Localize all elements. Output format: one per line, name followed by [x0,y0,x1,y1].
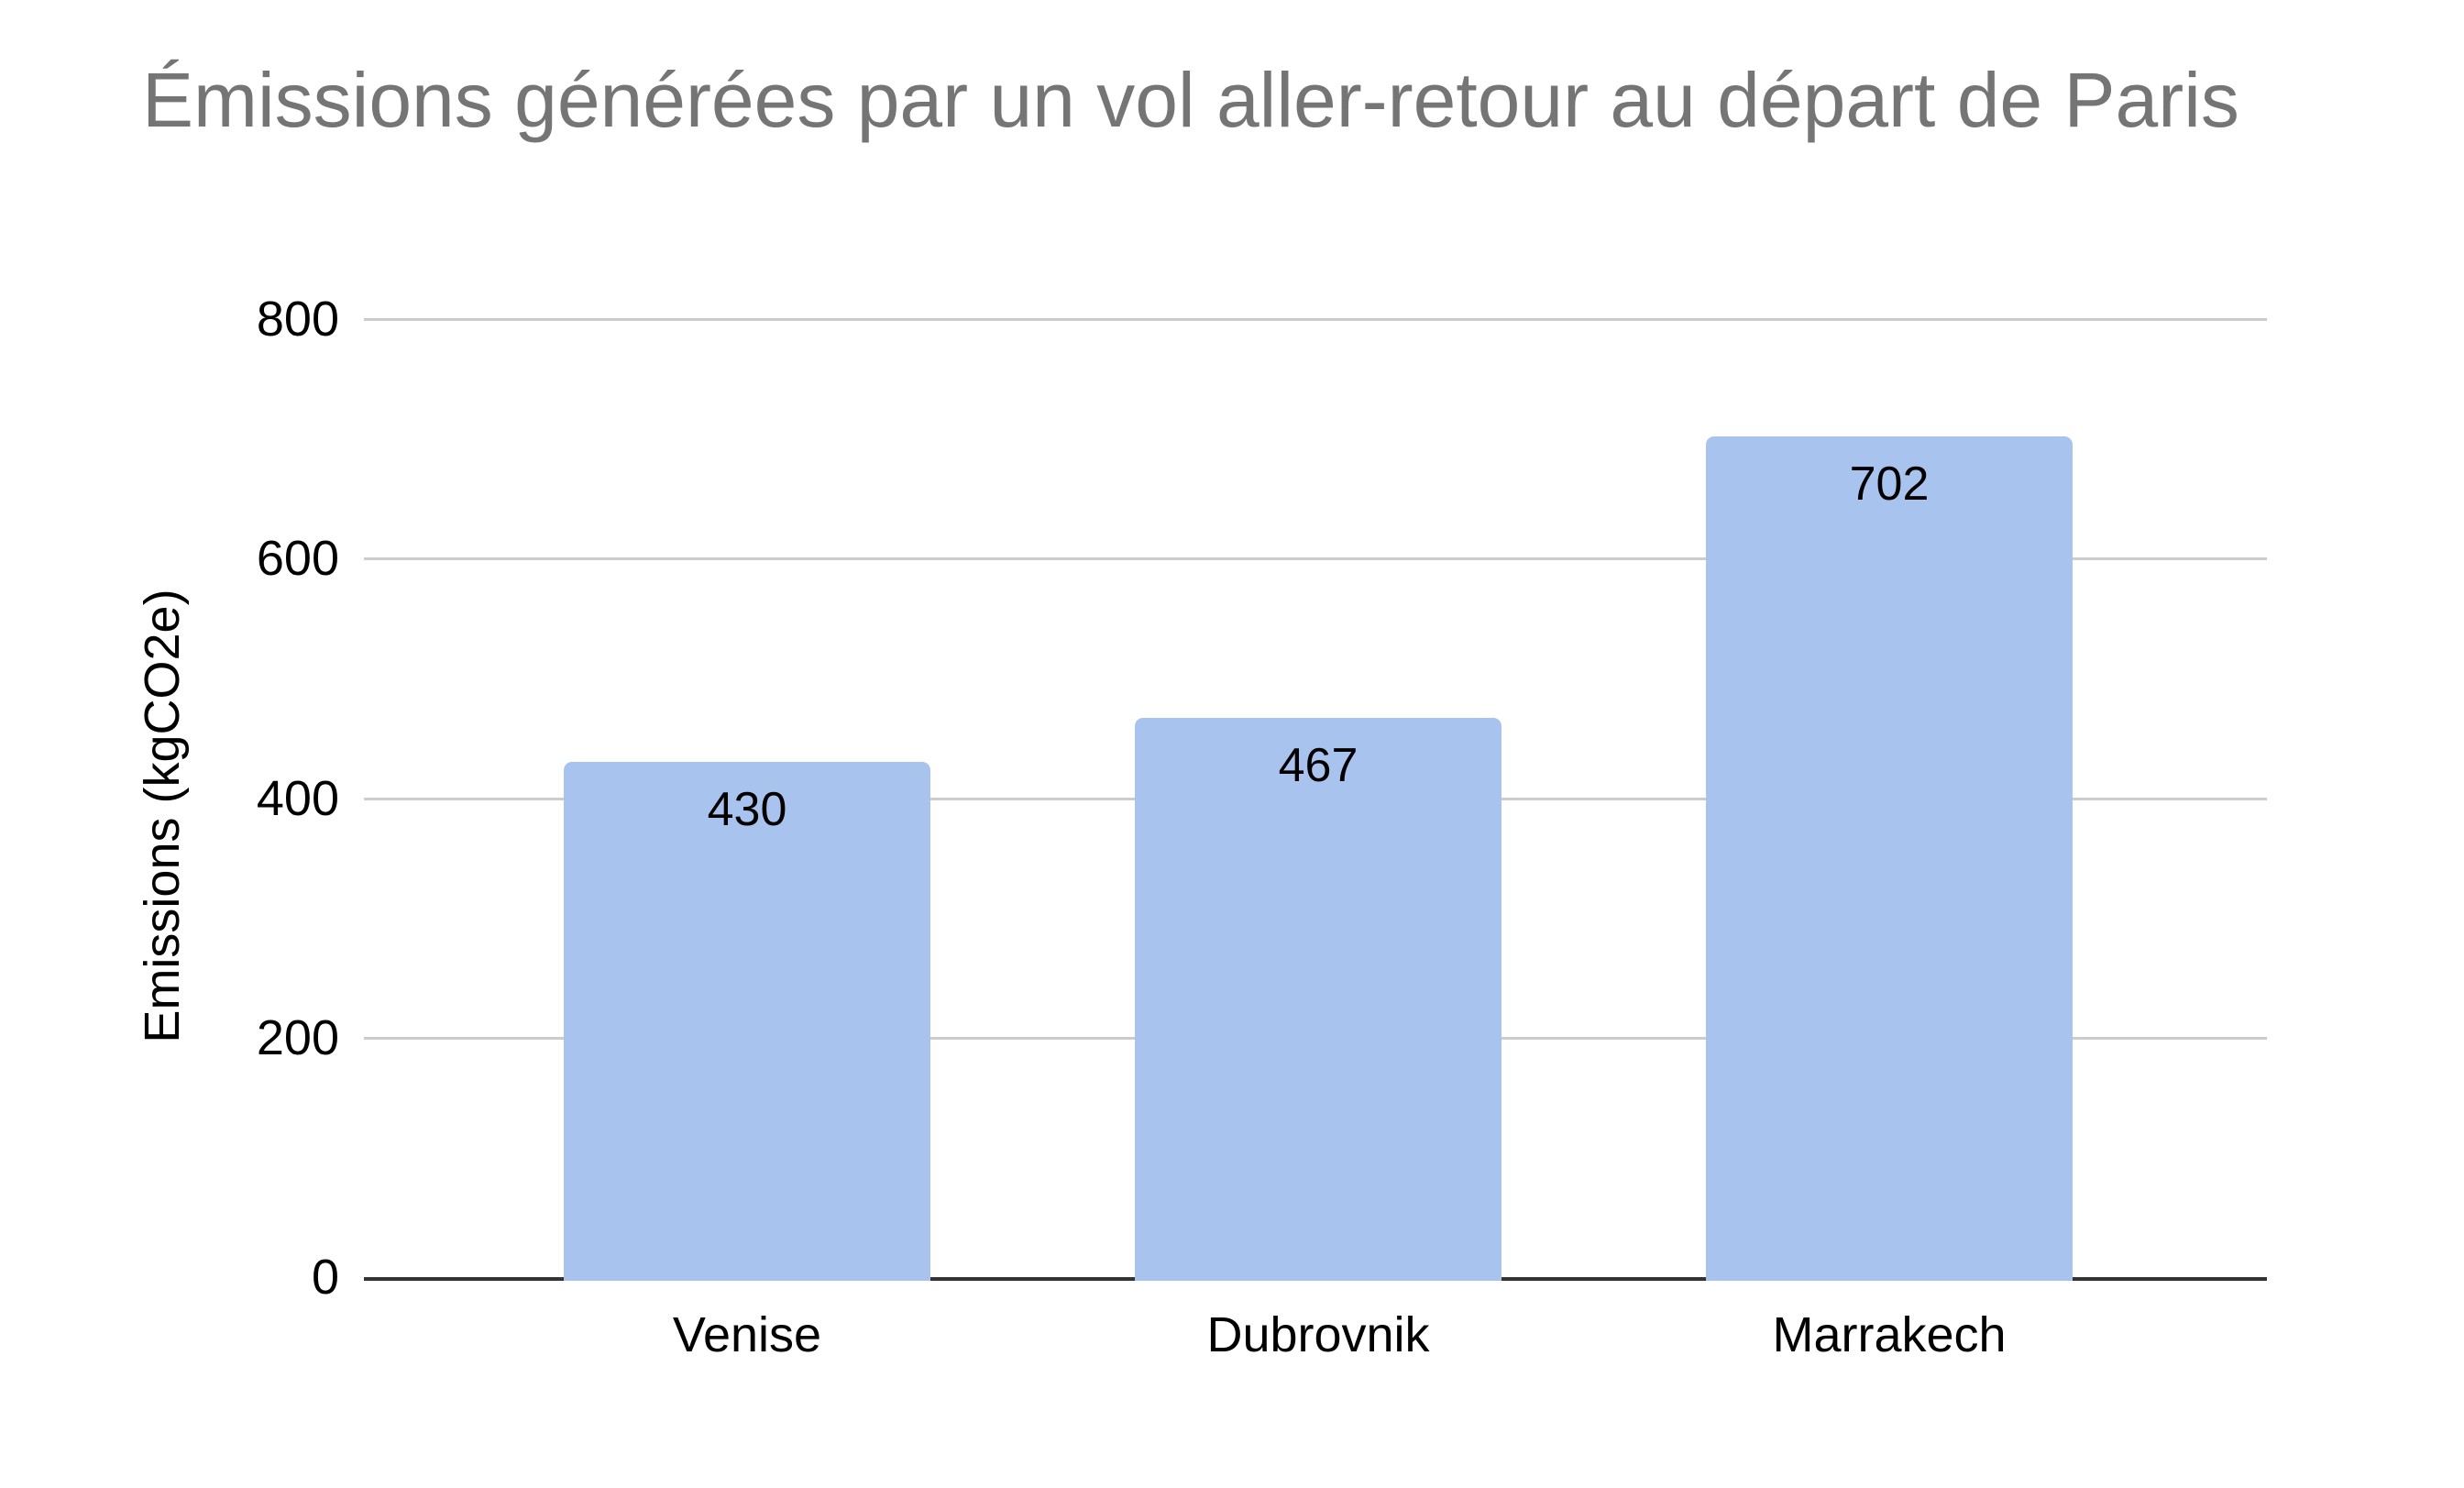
x-category-label-venise: Venise [672,1307,822,1362]
bar-value-label-marrakech: 702 [1849,457,1930,511]
plot-area: 430 467 702 [364,318,2267,1281]
gridline-600 [364,557,2267,561]
y-tick-label-800: 800 [256,292,339,347]
x-category-label-dubrovnik: Dubrovnik [1206,1307,1430,1362]
bar-marrakech[interactable]: 702 [1706,436,2073,1281]
bar-dubrovnik[interactable]: 467 [1135,718,1502,1281]
bar-value-label-venise: 430 [707,783,787,836]
y-tick-label-600: 600 [256,531,339,587]
y-tick-label-0: 0 [311,1250,339,1305]
y-tick-label-400: 400 [256,770,339,826]
x-category-label-marrakech: Marrakech [1772,1307,2007,1362]
bar-value-label-dubrovnik: 467 [1278,739,1358,792]
chart-title: Émissions générées par un vol aller-reto… [142,57,2239,143]
y-axis-title: Emissions (kgCO2e) [135,589,190,1043]
bar-venise[interactable]: 430 [564,762,930,1281]
y-tick-label-200: 200 [256,1009,339,1065]
gridline-800 [364,318,2267,321]
